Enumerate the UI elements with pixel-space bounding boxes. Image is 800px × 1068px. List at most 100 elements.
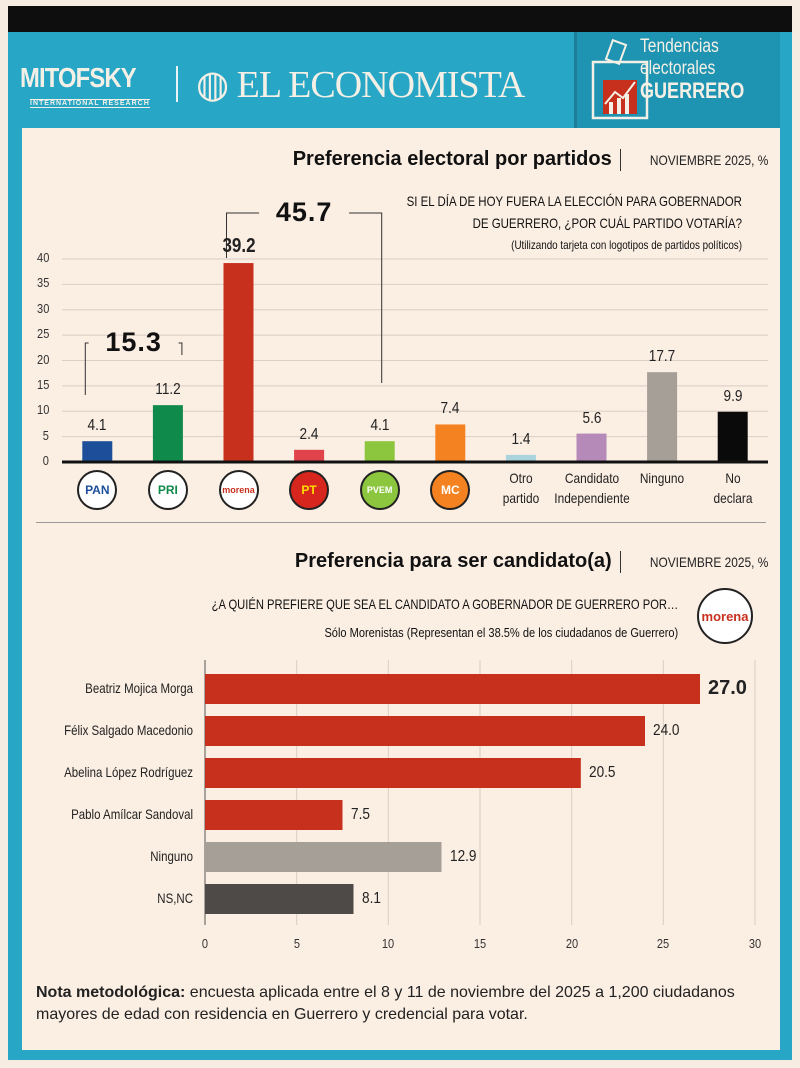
chart2-question: ¿A QUIÉN PREFIERE QUE SEA EL CANDIDATO A…: [211, 596, 678, 612]
bar-otro-partido: [505, 454, 536, 462]
candidate-label: Abelina López Rodríguez: [64, 764, 194, 780]
x-tick-label: 20: [565, 936, 578, 951]
category-label: No declara: [694, 468, 771, 508]
category-label-line: No: [725, 470, 741, 486]
value-label: 24.0: [653, 722, 680, 739]
question-line-2: DE GUERRERO, ¿POR CUÁL PARTIDO VOTARÍA?: [472, 215, 742, 231]
value-label: 4.1: [370, 417, 390, 435]
chart1-question: SI EL DÍA DE HOY FUERA LA ELECCIÓN PARA …: [407, 190, 742, 256]
value-label: 39.2: [221, 235, 256, 258]
x-tick-label: 30: [748, 936, 762, 951]
value-label: 11.2: [155, 381, 181, 399]
y-tick-label: 5: [42, 427, 49, 443]
ballot-box-icon: [591, 38, 649, 120]
section-line-3: GUERRERO: [640, 78, 745, 103]
pt-logo: PT: [289, 470, 330, 510]
morena-logo: morena: [218, 470, 259, 510]
value-label: 8.1: [361, 890, 381, 907]
bar-5: [205, 884, 354, 914]
value-label: 4.1: [87, 417, 107, 435]
y-tick-label: 15: [37, 376, 50, 392]
x-tick-label: 5: [293, 936, 300, 951]
y-tick-label: 25: [37, 326, 50, 342]
candidate-label: Ninguno: [150, 848, 193, 864]
section-title: Tendencias electorales GUERRERO: [640, 36, 744, 102]
category-label-line: Candidato: [564, 470, 619, 486]
value-label: 2.4: [299, 425, 319, 443]
category-label-line: Otro: [509, 470, 533, 486]
bar-pt: [294, 449, 325, 462]
bar-no-declara: [717, 411, 748, 462]
candidate-label: Pablo Amílcar Sandoval: [71, 806, 193, 822]
pvem-logo: PVEM: [359, 470, 400, 510]
category-label: Otro partido: [483, 468, 560, 508]
top-bar: [8, 6, 792, 32]
x-tick-label: 15: [473, 936, 487, 951]
x-tick-label: 10: [382, 936, 395, 951]
chart2-date: NOVIEMBRE 2025, %: [649, 553, 768, 570]
mitofsky-tagline: INTERNATIONAL RESEARCH: [30, 99, 150, 108]
y-tick-label: 20: [37, 351, 50, 367]
methodology-note: Nota metodológica: encuesta aplicada ent…: [36, 982, 766, 1026]
el-economista-text: EL ECONOMISTA: [236, 64, 526, 106]
mc-logo: MC: [430, 470, 471, 510]
chart1-title: Preferencia electoral por partidos: [292, 148, 612, 170]
bar-0: [205, 674, 700, 704]
bar-candidato-independiente: [576, 433, 607, 462]
chart2-subnote: Sólo Morenistas (Representan el 38.5% de…: [324, 625, 678, 640]
chart1-heading: Preferencia electoral por partidos NOVIE…: [293, 148, 768, 171]
category-label-line: Independiente: [553, 490, 630, 506]
chart1-date: NOVIEMBRE 2025, %: [649, 151, 768, 168]
bar-pvem: [364, 441, 395, 462]
value-label: 9.9: [723, 387, 743, 405]
value-label: 1.4: [511, 430, 531, 448]
section-badge: [574, 32, 780, 128]
bar-1: [205, 716, 645, 746]
bar-4: [205, 842, 442, 872]
y-tick-label: 30: [37, 300, 50, 316]
pri-logo: PRI: [147, 470, 188, 510]
section-line-1: Tendencias: [640, 36, 719, 57]
note-text: encuesta aplicada entre el 8 y 11 de nov…: [36, 984, 735, 1023]
question-line-1: SI EL DÍA DE HOY FUERA LA ELECCIÓN PARA …: [406, 193, 742, 209]
note-label: Nota metodológica:: [36, 984, 186, 1001]
bar-mc: [435, 424, 466, 462]
sum-bracket: [226, 212, 383, 383]
sum-bracket: [84, 342, 183, 395]
bar-ninguno: [647, 372, 678, 462]
y-tick-label: 0: [42, 453, 49, 468]
category-label-line: Ninguno: [639, 470, 685, 486]
section-divider: [36, 522, 766, 523]
candidate-label: NS,NC: [157, 890, 193, 906]
value-label: 7.4: [440, 400, 460, 418]
sum-annotation: 45.7: [275, 197, 333, 227]
bar-3: [205, 800, 343, 830]
pan-logo: PAN: [77, 470, 118, 510]
value-label: 27.0: [708, 677, 747, 699]
y-tick-label: 40: [37, 250, 50, 265]
category-label: Candidato Independiente: [553, 468, 630, 508]
category-label: Ninguno: [624, 468, 701, 488]
value-label: 20.5: [588, 764, 616, 781]
y-tick-label: 35: [37, 275, 50, 291]
content-panel: [22, 128, 780, 1050]
bar-pri: [152, 405, 183, 462]
chart2-heading: Preferencia para ser candidato(a) NOVIEM…: [295, 550, 768, 573]
bar-pan: [82, 441, 113, 462]
morena-logo: morena: [697, 588, 753, 644]
sum-annotation: 15.3: [105, 327, 162, 357]
mitofsky-logo: MITOFSKY: [20, 62, 137, 93]
category-label-line: declara: [713, 490, 753, 506]
bar-2: [205, 758, 581, 788]
party-bar-chart: [62, 212, 768, 464]
bar-morena: [223, 263, 254, 462]
value-label: 17.7: [648, 348, 676, 366]
candidate-label: Beatriz Mojica Morga: [85, 680, 193, 696]
candidate-bar-chart: [204, 660, 756, 925]
x-tick-label: 25: [657, 936, 670, 951]
chart1-subnote: (Utilizando tarjeta con logotipos de par…: [511, 238, 742, 252]
y-tick-label: 10: [37, 402, 50, 418]
category-label-line: partido: [502, 490, 540, 506]
value-label: 7.5: [350, 806, 370, 823]
x-tick-label: 0: [201, 936, 209, 951]
